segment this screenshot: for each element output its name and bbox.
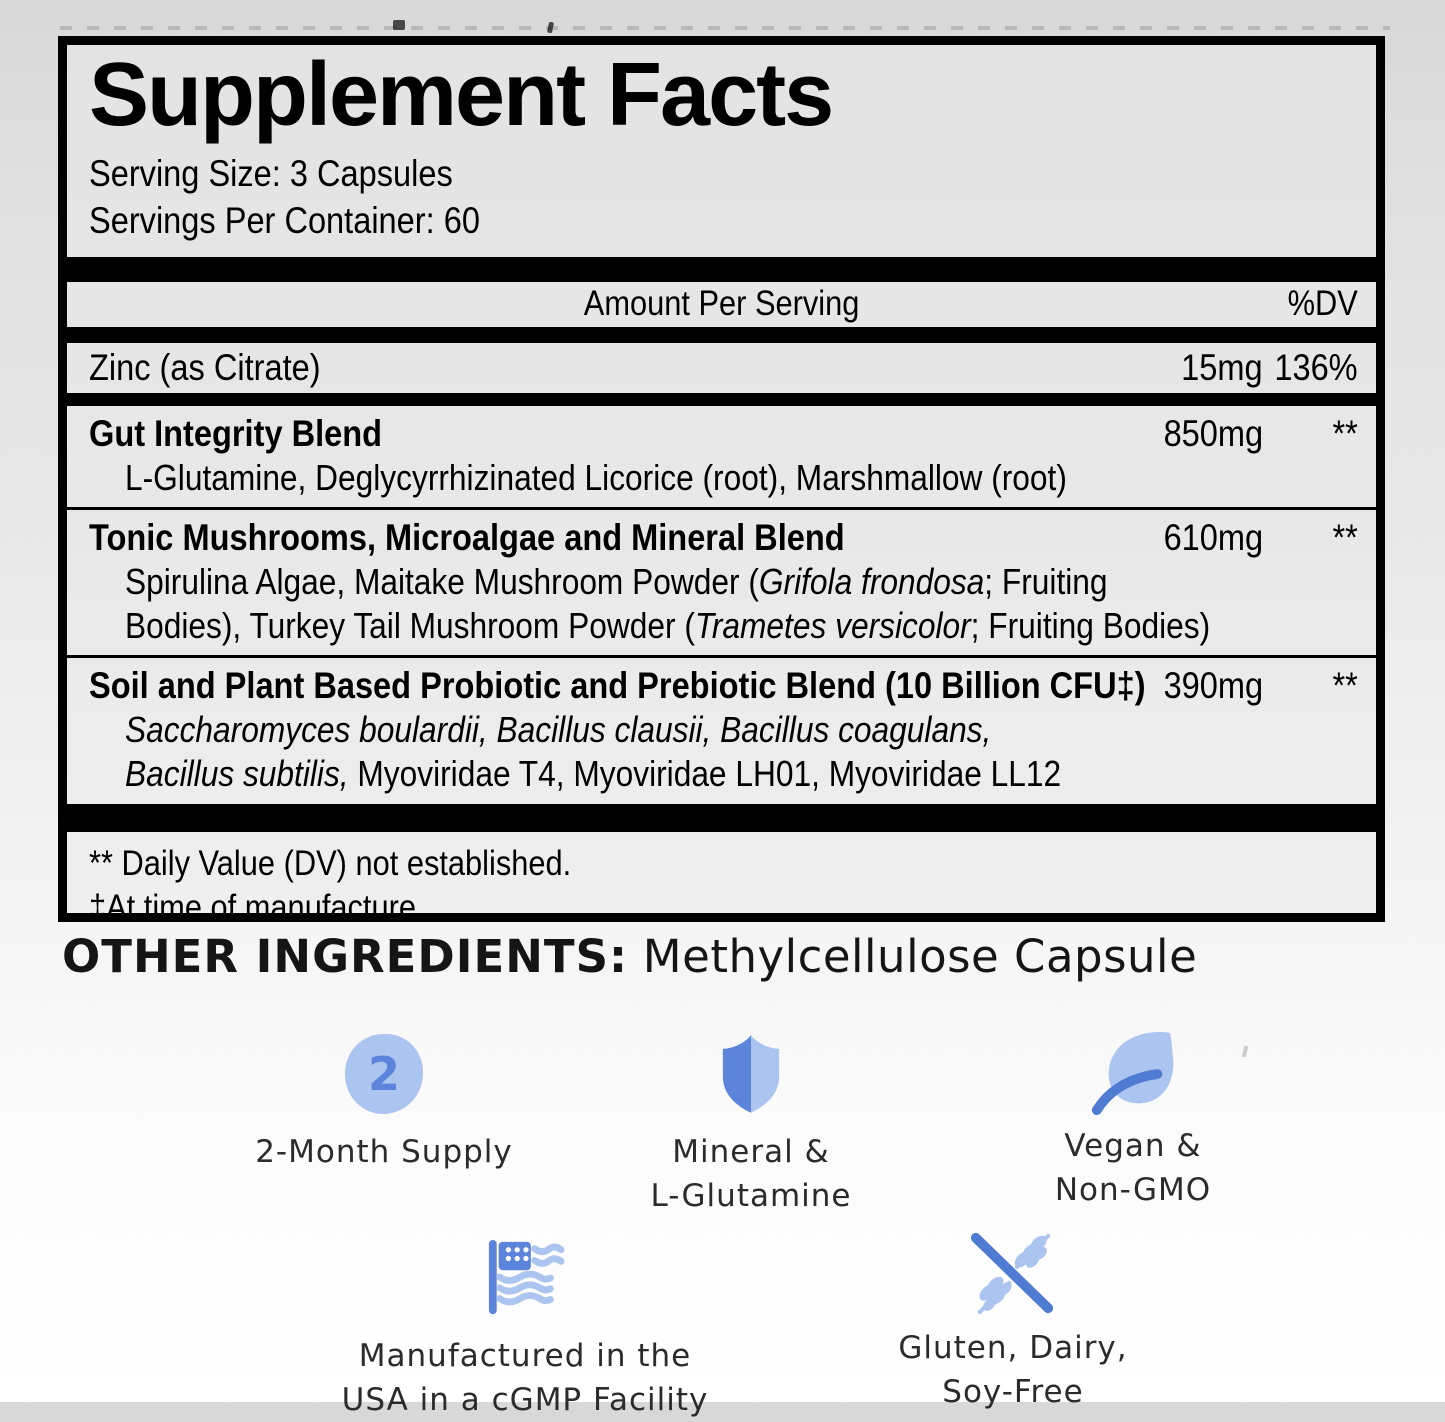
- blend-dv: **: [1332, 664, 1358, 706]
- badge-allergen-free: Gluten, Dairy, Soy-Free: [833, 1230, 1193, 1414]
- divider-medium: [67, 326, 1376, 343]
- footnotes: ** Daily Value (DV) not established. ‡At…: [89, 842, 1376, 922]
- footnote-dv: ** Daily Value (DV) not established.: [89, 843, 572, 883]
- other-ingredients-label: OTHER INGREDIENTS:: [62, 930, 628, 983]
- badge-two-month-supply: 2 2-Month Supply: [204, 1034, 564, 1174]
- scan-artifact: [393, 20, 405, 30]
- badge-caption: Mineral & L-Glutamine: [650, 1134, 852, 1215]
- supply-number: 2: [367, 1047, 400, 1101]
- badge-caption: 2-Month Supply: [255, 1134, 513, 1170]
- divider-thick: [67, 256, 1376, 282]
- blend-section-gut-integrity: Gut Integrity Blend 850mg ** L-Glutamine…: [67, 406, 1376, 500]
- serving-size: Serving Size: 3 Capsules: [89, 152, 453, 194]
- ingredient-dv: 136%: [1274, 346, 1358, 388]
- servings-per-container: Servings Per Container: 60: [89, 199, 480, 241]
- blend-name: Soil and Plant Based Probiotic and Prebi…: [89, 664, 1146, 706]
- blend-section-probiotic-prebiotic: Soil and Plant Based Probiotic and Prebi…: [67, 658, 1376, 796]
- divider-thin: [67, 506, 1376, 510]
- blend-amount: 850mg: [1163, 412, 1263, 454]
- badge-mineral-glutamine: Mineral & L-Glutamine: [571, 1034, 931, 1218]
- badge-made-in-usa: Manufactured in the USA in a cGMP Facili…: [342, 1238, 707, 1422]
- scan-artifact: [546, 21, 555, 34]
- shield-icon: [720, 1034, 782, 1122]
- blend-ingredients-line: Saccharomyces boulardii, Bacillus clausi…: [125, 708, 992, 750]
- usa-flag-icon: [483, 1238, 567, 1326]
- two-month-circle-icon: 2: [345, 1034, 423, 1122]
- blend-ingredients-line: Spirulina Algae, Maitake Mushroom Powder…: [125, 560, 1108, 602]
- blend-ingredients-line: Bacillus subtilis, Myoviridae T4, Myovir…: [125, 752, 1062, 794]
- blend-heading-row: Soil and Plant Based Probiotic and Prebi…: [67, 658, 1376, 708]
- footnote-manufacture: ‡At time of manufacture.: [89, 887, 425, 922]
- blend-name: Tonic Mushrooms, Microalgae and Mineral …: [89, 516, 845, 558]
- ingredient-amount: 15mg: [1181, 346, 1263, 388]
- divider-medium: [67, 392, 1376, 406]
- blend-ingredients-line: L-Glutamine, Deglycyrrhizinated Licorice…: [125, 456, 1067, 498]
- divider-thick: [67, 803, 1376, 832]
- blend-heading-row: Tonic Mushrooms, Microalgae and Mineral …: [67, 510, 1376, 560]
- other-ingredients-value: Methylcellulose Capsule: [628, 930, 1198, 983]
- no-gluten-icon: [966, 1230, 1060, 1318]
- blend-dv: **: [1332, 412, 1358, 454]
- ingredient-name: Zinc (as Citrate): [89, 346, 321, 388]
- serving-info: Serving Size: 3 Capsules Servings Per Co…: [67, 151, 1376, 245]
- blend-section-tonic-mushrooms: Tonic Mushrooms, Microalgae and Mineral …: [67, 510, 1376, 648]
- badge-caption: Manufactured in the USA in a cGMP Facili…: [341, 1338, 709, 1419]
- column-header-row: Amount Per Serving %DV: [67, 282, 1376, 327]
- other-ingredients-line: OTHER INGREDIENTS: Methylcellulose Capsu…: [62, 930, 1197, 983]
- ingredient-row-zinc: Zinc (as Citrate) 15mg 136%: [67, 343, 1376, 393]
- blend-heading-row: Gut Integrity Blend 850mg **: [67, 406, 1376, 456]
- scan-artifact-strip: [60, 26, 1390, 30]
- badge-caption: Gluten, Dairy, Soy-Free: [898, 1330, 1128, 1411]
- supplement-facts-panel: Supplement Facts Serving Size: 3 Capsule…: [58, 36, 1385, 922]
- badge-caption: Vegan & Non-GMO: [1054, 1128, 1212, 1209]
- blend-name: Gut Integrity Blend: [89, 412, 383, 454]
- badge-vegan-non-gmo: Vegan & Non-GMO: [953, 1028, 1313, 1212]
- panel-title: Supplement Facts: [89, 45, 834, 145]
- leaf-icon: [1084, 1028, 1182, 1116]
- amount-per-serving-header: Amount Per Serving: [583, 284, 860, 324]
- percent-dv-header: %DV: [1287, 284, 1358, 324]
- divider-thin: [67, 654, 1376, 658]
- blend-amount: 390mg: [1163, 664, 1263, 706]
- blend-dv: **: [1332, 516, 1358, 558]
- blend-ingredients-line: Bodies), Turkey Tail Mushroom Powder (Tr…: [125, 604, 1211, 646]
- blend-amount: 610mg: [1163, 516, 1263, 558]
